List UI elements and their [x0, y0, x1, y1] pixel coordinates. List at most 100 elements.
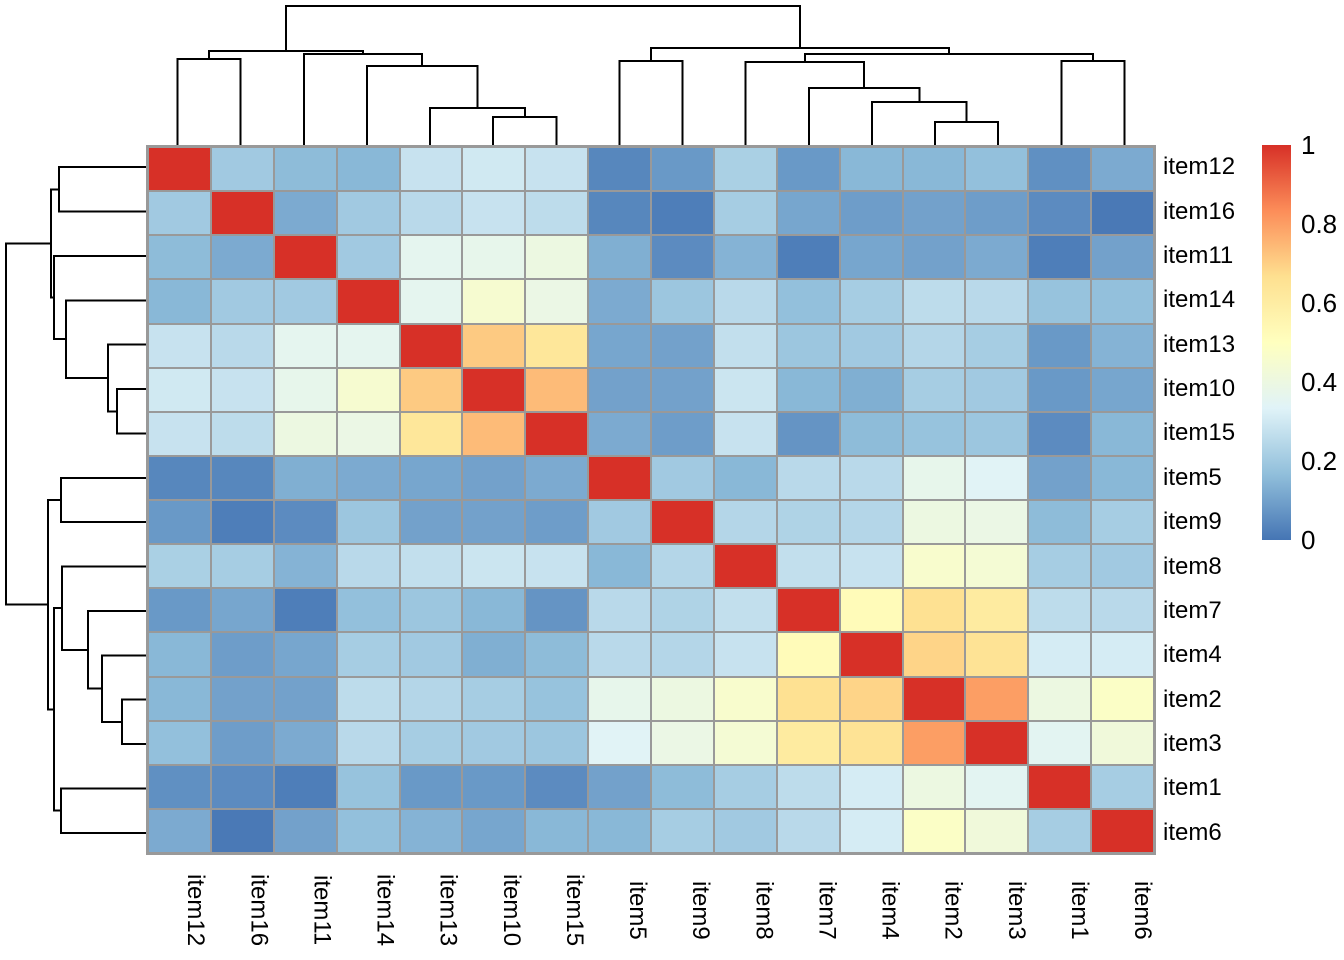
heatmap-cell	[399, 367, 463, 412]
heatmap-cell	[148, 323, 211, 368]
legend-tick-label: 0	[1301, 525, 1316, 555]
column-labels: item12 item16 item11 item14 item13 item10 item…	[146, 859, 1156, 959]
heatmap-cell	[1028, 500, 1092, 545]
heatmap-cell	[902, 632, 966, 677]
heatmap-cell	[148, 500, 211, 545]
heatmap-cell	[525, 367, 589, 412]
column-label: item9	[687, 881, 715, 940]
heatmap-cell	[462, 411, 526, 456]
heatmap-cell	[588, 323, 651, 368]
heatmap-cell	[273, 588, 337, 633]
heatmap-cell	[1028, 147, 1092, 192]
heatmap-cell	[525, 720, 589, 765]
heatmap-cell	[1091, 588, 1154, 633]
heatmap-cell	[651, 588, 714, 633]
heatmap-cell	[713, 676, 777, 721]
heatmap-cell	[1028, 588, 1092, 633]
heatmap-cell	[148, 455, 211, 500]
heatmap-cell	[1028, 764, 1092, 809]
heatmap-cell	[902, 147, 966, 192]
heatmap-cell	[399, 808, 463, 853]
heatmap-cell	[273, 191, 337, 236]
heatmap-cell	[902, 720, 966, 765]
row-label: item15	[1163, 419, 1236, 447]
heatmap-cell	[525, 632, 589, 677]
heatmap-cell	[776, 323, 840, 368]
heatmap-cell	[336, 367, 400, 412]
heatmap-cell	[651, 235, 714, 280]
heatmap-cell	[1091, 676, 1154, 721]
heatmap-cell	[525, 323, 589, 368]
legend-gradient-bar	[1262, 145, 1291, 540]
heatmap-cell	[525, 808, 589, 853]
heatmap-cell	[462, 764, 526, 809]
legend-tick-label: 1	[1301, 130, 1316, 160]
heatmap-cell	[399, 455, 463, 500]
heatmap-cell	[210, 720, 274, 765]
heatmap-cell	[336, 147, 400, 192]
heatmap-cell	[776, 411, 840, 456]
heatmap-cell	[902, 455, 966, 500]
heatmap-cell	[336, 323, 400, 368]
heatmap-cell	[902, 323, 966, 368]
heatmap-cell	[336, 411, 400, 456]
heatmap-cell	[399, 588, 463, 633]
heatmap-cell	[713, 455, 777, 500]
heatmap-cell	[713, 411, 777, 456]
heatmap-cell	[651, 191, 714, 236]
heatmap-cell	[210, 455, 274, 500]
heatmap-cell	[1091, 147, 1154, 192]
heatmap-cell	[273, 500, 337, 545]
heatmap-cell	[148, 720, 211, 765]
heatmap-cell	[399, 500, 463, 545]
heatmap-cell	[273, 720, 337, 765]
heatmap-cell	[1091, 764, 1154, 809]
heatmap-cell	[462, 191, 526, 236]
heatmap-cell	[210, 764, 274, 809]
legend-tick-label: 0.6	[1301, 288, 1338, 318]
heatmap-cell	[651, 411, 714, 456]
column-dendrogram-lines	[176, 5, 1126, 145]
row-label: item8	[1163, 552, 1222, 580]
heatmap-cell	[839, 676, 903, 721]
heatmap-cell	[902, 808, 966, 853]
heatmap-cell	[1091, 323, 1154, 368]
heatmap-cell	[776, 544, 840, 589]
heatmap-cell	[839, 632, 903, 677]
heatmap-cell	[210, 191, 274, 236]
heatmap-cell	[902, 500, 966, 545]
heatmap-cell	[839, 411, 903, 456]
legend-tick-label: 0.4	[1301, 367, 1338, 397]
heatmap-cell	[965, 676, 1029, 721]
heatmap-cell	[713, 500, 777, 545]
heatmap-cell	[588, 588, 651, 633]
heatmap-cell	[525, 500, 589, 545]
heatmap-cell	[713, 191, 777, 236]
heatmap-cell	[462, 500, 526, 545]
heatmap-cell	[462, 632, 526, 677]
heatmap-cell	[148, 808, 211, 853]
heatmap-cell	[965, 323, 1029, 368]
heatmap-cell	[525, 764, 589, 809]
heatmap-cell	[336, 632, 400, 677]
row-label: item14	[1163, 286, 1236, 314]
heatmap-cell	[210, 676, 274, 721]
heatmap-cell	[1028, 720, 1092, 765]
heatmap-cell	[273, 455, 337, 500]
heatmap-cell	[1028, 191, 1092, 236]
heatmap-cell	[588, 720, 651, 765]
row-label: item3	[1163, 730, 1222, 758]
column-label: item10	[497, 874, 525, 947]
row-labels: item12 item16 item11 item14 item13 item10 item…	[1163, 145, 1273, 855]
heatmap-cell	[588, 455, 651, 500]
heatmap-cell	[273, 676, 337, 721]
heatmap-cell	[588, 500, 651, 545]
heatmap-cell	[273, 544, 337, 589]
heatmap-cell	[902, 676, 966, 721]
heatmap-cell	[1028, 632, 1092, 677]
heatmap-cell	[588, 147, 651, 192]
heatmap-cell	[776, 676, 840, 721]
heatmap-cell	[148, 279, 211, 324]
heatmap-cell	[399, 720, 463, 765]
